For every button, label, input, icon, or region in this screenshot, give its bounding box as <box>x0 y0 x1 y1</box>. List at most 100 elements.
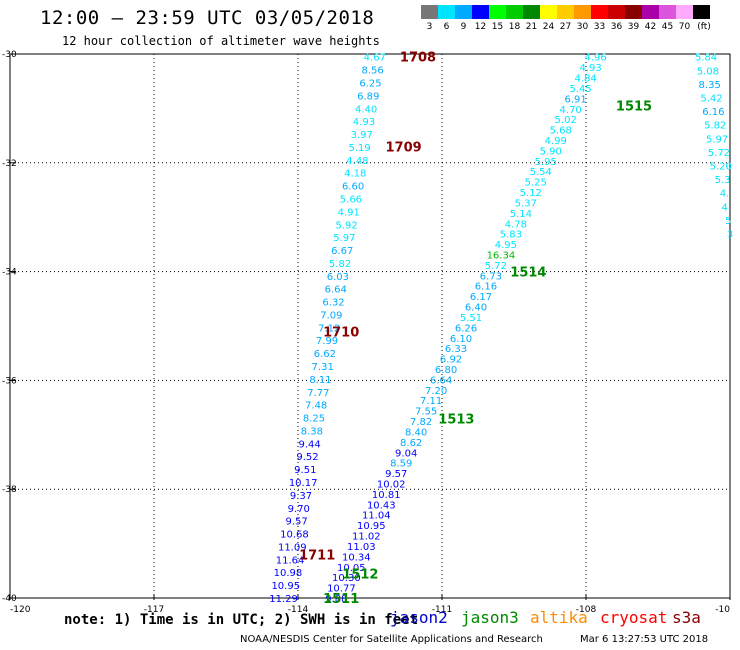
color-swatch <box>557 5 574 19</box>
wave-height-label: 4.78 <box>505 219 527 230</box>
legend-item-jason2: jason2 <box>390 608 448 627</box>
wave-height-label: 3 <box>727 230 733 241</box>
chart-title: 12:00 – 23:59 UTC 03/05/2018 <box>40 7 375 29</box>
color-swatch <box>455 5 472 19</box>
legend-item-jason3: jason3 <box>461 608 519 627</box>
color-swatch-label: 12 <box>474 22 487 32</box>
wave-height-label: 5 <box>725 216 731 227</box>
color-swatch-label: 15 <box>491 22 504 32</box>
color-scale-unit: (ft) <box>697 22 711 32</box>
wave-height-label: 5.25 <box>525 178 547 189</box>
wave-height-label: 6.03 <box>327 272 349 283</box>
y-tick-label: -30 <box>2 50 17 60</box>
x-tick-label: -114 <box>288 605 309 615</box>
wave-height-label: 6.26 <box>455 323 477 334</box>
color-swatch-label: 36 <box>610 22 623 32</box>
color-swatch-label: 39 <box>627 22 640 32</box>
wave-height-label: 5.97 <box>706 134 728 145</box>
wave-height-label: 9.70 <box>288 504 310 515</box>
wave-height-label: 5.3 <box>715 175 731 186</box>
color-swatch-label: 21 <box>525 22 538 32</box>
color-swatch-label: 30 <box>576 22 589 32</box>
wave-height-label: 9.52 <box>296 452 318 463</box>
wave-height-label: 6.32 <box>322 298 344 309</box>
wave-height-label: 8.38 <box>301 426 323 437</box>
color-swatch-label: 18 <box>508 22 521 32</box>
wave-height-label: 11.04 <box>362 511 391 522</box>
wave-height-label: 10.05 <box>337 563 366 574</box>
wave-height-label: 8.35 <box>699 80 721 91</box>
wave-height-label: 4.18 <box>344 169 366 180</box>
pass-time-label: 1708 <box>400 51 436 66</box>
y-tick-label: -32 <box>2 159 17 169</box>
wave-height-label: 6.73 <box>480 271 502 282</box>
color-swatch <box>506 5 523 19</box>
wave-height-label: 5.42 <box>700 94 722 105</box>
wave-height-label: 5.90 <box>540 146 562 157</box>
color-swatch-label: 6 <box>443 22 450 32</box>
wave-height-label: 5.82 <box>329 259 351 270</box>
wave-height-label: 6.67 <box>331 246 353 257</box>
footer-timestamp: Mar 6 13:27:53 UTC 2018 <box>580 634 709 645</box>
wave-height-label: 4.91 <box>338 207 360 218</box>
x-tick-label: -111 <box>432 605 452 615</box>
color-swatch <box>472 5 489 19</box>
wave-height-label: 4. <box>720 189 730 200</box>
wave-height-label: 10.98 <box>274 568 303 579</box>
wave-height-label: 5.84 <box>695 53 717 64</box>
wave-height-label: 9.51 <box>294 465 316 476</box>
wave-height-label: 10.02 <box>377 479 406 490</box>
wave-height-label: 5.54 <box>530 167 552 178</box>
wave-height-label: 10.81 <box>372 490 401 501</box>
wave-height-label: 11.29 <box>269 594 298 605</box>
x-tick-label: -108 <box>576 605 597 615</box>
wave-height-label: 5.12 <box>520 188 542 199</box>
wave-height-label: 9.57 <box>385 469 407 480</box>
legend-note: note: 1) Time is in UTC; 2) SWH is in fe… <box>64 612 419 628</box>
wave-height-label: 8.25 <box>303 414 325 425</box>
wave-height-label: 9.57 <box>285 517 307 528</box>
wave-height-label: 5.82 <box>704 121 726 132</box>
color-swatch <box>625 5 642 19</box>
wave-height-label: 10.43 <box>367 500 396 511</box>
wave-height-label: 16.34 <box>487 250 516 261</box>
wave-height-label: 7.20 <box>425 386 447 397</box>
wave-height-label: 5.45 <box>570 84 592 95</box>
color-swatch <box>676 5 693 19</box>
x-tick-label: -117 <box>144 605 164 615</box>
wave-height-label: 7.48 <box>305 401 327 412</box>
color-swatch <box>642 5 659 19</box>
pass-time-label: 1511 <box>323 592 359 607</box>
wave-height-label: 7.09 <box>320 310 342 321</box>
wave-height-label: 5.83 <box>500 230 522 241</box>
wave-height-label: 7.77 <box>307 388 329 399</box>
legend-item-s3a: s3a <box>672 608 701 627</box>
wave-height-label: 5.95 <box>535 157 557 168</box>
wave-height-label: 4.67 <box>364 53 386 64</box>
wave-height-label: 6.10 <box>450 334 472 345</box>
plot-frame <box>9 53 731 599</box>
color-swatch <box>608 5 625 19</box>
wave-height-label: 8.62 <box>400 438 422 449</box>
pass-time-label: 1514 <box>510 266 546 281</box>
wave-height-label: 7.11 <box>420 396 442 407</box>
chart-subtitle: 12 hour collection of altimeter wave hei… <box>62 34 380 48</box>
wave-height-label: 4.84 <box>574 74 596 85</box>
wave-height-label: 4.93 <box>353 117 375 128</box>
color-swatch <box>438 5 455 19</box>
color-swatch-label: 42 <box>644 22 657 32</box>
wave-height-label: 5.72 <box>708 148 730 159</box>
color-swatch <box>693 5 710 19</box>
pass-time-label: 1513 <box>438 412 474 427</box>
wave-height-label: 7.31 <box>312 362 334 373</box>
wave-height-label: 4.99 <box>545 136 567 147</box>
wave-height-label: 5.66 <box>340 194 362 205</box>
wave-height-label: 11.03 <box>347 542 376 553</box>
pass-time-label: 1711 <box>299 548 335 563</box>
wave-height-label: 6.40 <box>465 303 487 314</box>
wave-height-label: 8.40 <box>405 427 427 438</box>
wave-height-label: 5.37 <box>515 198 537 209</box>
pass-time-label: 1512 <box>342 568 378 583</box>
pass-time-label: 1710 <box>323 325 359 340</box>
